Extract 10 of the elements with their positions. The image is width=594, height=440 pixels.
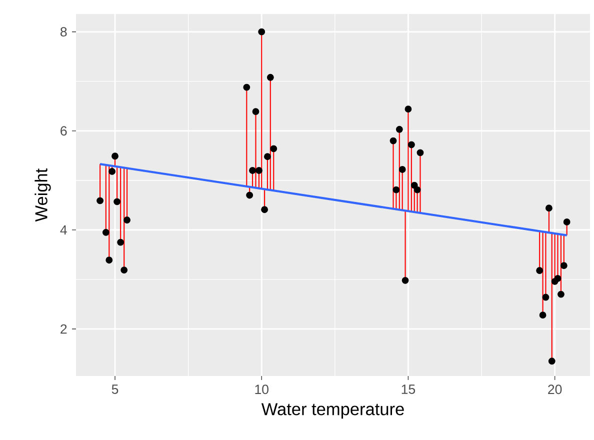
y-tick-label: 6 <box>60 126 67 136</box>
y-tick-label: 2 <box>60 324 67 334</box>
x-tick-label: 5 <box>112 384 118 394</box>
x-tick-label: 10 <box>255 384 268 394</box>
y-tick-label: 8 <box>60 27 67 37</box>
x-tick-label: 15 <box>402 384 416 394</box>
x-tick-label: 20 <box>548 384 562 394</box>
x-axis-title: Water temperature <box>261 403 404 419</box>
y-axis-title: Weight <box>34 168 51 222</box>
y-tick-label: 4 <box>60 225 67 234</box>
